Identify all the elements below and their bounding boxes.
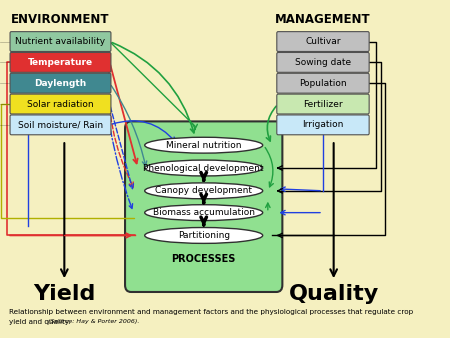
- FancyBboxPatch shape: [277, 94, 369, 114]
- Text: Partitioning: Partitioning: [178, 231, 230, 240]
- Text: Quality: Quality: [288, 284, 379, 304]
- FancyBboxPatch shape: [10, 52, 111, 72]
- Ellipse shape: [145, 160, 263, 176]
- FancyBboxPatch shape: [277, 52, 369, 72]
- FancyBboxPatch shape: [277, 32, 369, 51]
- FancyBboxPatch shape: [10, 115, 111, 135]
- FancyBboxPatch shape: [10, 73, 111, 93]
- Text: Relationship between environment and management factors and the physiological pr: Relationship between environment and man…: [9, 309, 413, 315]
- Text: Solar radiation: Solar radiation: [27, 99, 94, 108]
- Text: (Source: Hay & Porter 2006).: (Source: Hay & Porter 2006).: [45, 319, 139, 324]
- Text: PROCESSES: PROCESSES: [171, 254, 236, 264]
- Text: Soil moisture/ Rain: Soil moisture/ Rain: [18, 120, 103, 129]
- Ellipse shape: [145, 227, 263, 243]
- FancyBboxPatch shape: [277, 115, 369, 135]
- FancyBboxPatch shape: [125, 121, 282, 292]
- Ellipse shape: [145, 183, 263, 199]
- Text: Yield: Yield: [33, 284, 95, 304]
- Text: Population: Population: [299, 79, 347, 88]
- Ellipse shape: [145, 205, 263, 221]
- Text: Mineral nutrition: Mineral nutrition: [166, 141, 242, 150]
- Text: Temperature: Temperature: [28, 58, 93, 67]
- FancyBboxPatch shape: [10, 94, 111, 114]
- Text: Cultivar: Cultivar: [305, 37, 341, 46]
- Text: Biomass accumulation: Biomass accumulation: [153, 208, 255, 217]
- Text: Irrigation: Irrigation: [302, 120, 344, 129]
- Text: yield and quality.: yield and quality.: [9, 319, 70, 325]
- Text: Phenological development: Phenological development: [144, 164, 264, 172]
- FancyBboxPatch shape: [277, 73, 369, 93]
- FancyBboxPatch shape: [10, 32, 111, 51]
- Text: Canopy development: Canopy development: [155, 186, 252, 195]
- Text: MANAGEMENT: MANAGEMENT: [275, 13, 371, 26]
- Text: ENVIRONMENT: ENVIRONMENT: [11, 13, 110, 26]
- Text: Sowing date: Sowing date: [295, 58, 351, 67]
- Text: Nutrient availability: Nutrient availability: [15, 37, 106, 46]
- Ellipse shape: [145, 137, 263, 153]
- Text: Fertilizer: Fertilizer: [303, 99, 343, 108]
- Text: Daylength: Daylength: [34, 79, 86, 88]
